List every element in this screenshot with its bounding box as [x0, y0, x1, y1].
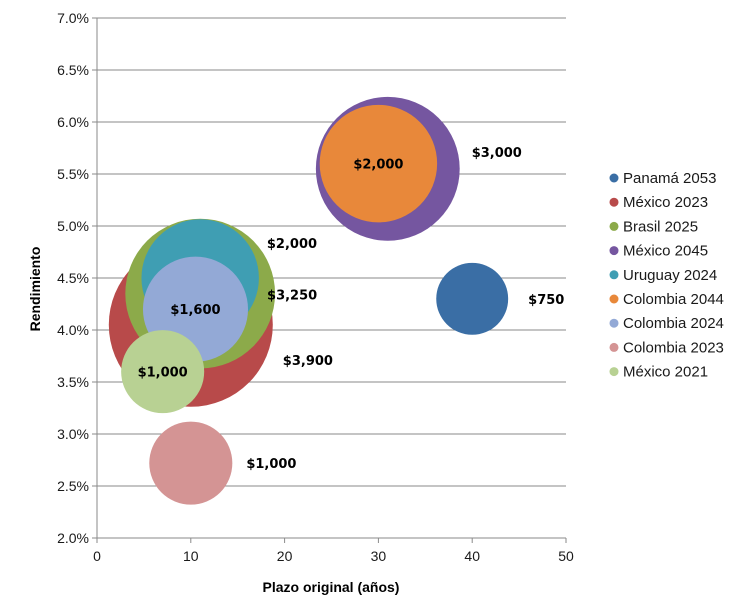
legend: Panamá 2053 México 2023 Brasil 2025 México … — [609, 170, 724, 381]
bubble-value-label: $1,000 — [246, 457, 296, 472]
y-tick-label: 6.5% — [57, 62, 89, 78]
x-tick-label: 40 — [464, 548, 480, 564]
legend-marker — [609, 342, 619, 352]
bubble-value-label: $2,000 — [267, 237, 317, 252]
bubble-value-label: $1,000 — [138, 366, 188, 381]
legend-marker — [609, 318, 619, 328]
y-tick-label: 6.0% — [57, 114, 89, 130]
x-tick-label: 50 — [558, 548, 574, 564]
x-tick-label: 0 — [93, 548, 101, 564]
legend-entry: México 2021 — [623, 364, 708, 381]
y-tick-label: 2.5% — [57, 478, 89, 494]
legend-marker — [609, 173, 619, 183]
legend-entry: Panamá 2053 — [623, 170, 716, 187]
bubble-colombia-2023 — [149, 421, 233, 505]
y-tick-label: 4.5% — [57, 270, 89, 286]
legend-marker — [609, 246, 619, 256]
y-tick-label: 2.0% — [57, 530, 89, 546]
bubble-value-label: $1,600 — [170, 303, 220, 318]
axes — [96, 18, 566, 539]
y-tick-label: 3.5% — [57, 374, 89, 390]
x-tick-label: 20 — [277, 548, 293, 564]
tick-labels: 2.0% 2.5% 3.0% 3.5% 4.0% 4.5% 5.0% 5.5% 6.0% 6.5%… — [57, 10, 574, 564]
y-tick-label: 4.0% — [57, 322, 89, 338]
y-tick-label: 7.0% — [57, 10, 89, 26]
legend-entry: México 2023 — [623, 194, 708, 211]
bubbles — [108, 96, 509, 505]
legend-entry: Colombia 2044 — [623, 291, 724, 308]
y-tick-label: 5.5% — [57, 166, 89, 182]
bubble-value-label: $2,000 — [353, 158, 403, 173]
x-tick-label: 10 — [183, 548, 199, 564]
legend-entry: Brasil 2025 — [623, 218, 698, 235]
legend-marker — [609, 367, 619, 377]
bubble-panam-2053 — [436, 262, 509, 335]
bubble-value-label: $3,900 — [283, 354, 333, 369]
y-tick-label: 5.0% — [57, 218, 89, 234]
legend-entry: México 2045 — [623, 243, 708, 260]
y-tick-label: 3.0% — [57, 426, 89, 442]
legend-marker — [609, 294, 619, 304]
bubble-value-label: $750 — [528, 293, 564, 308]
legend-entry: Uruguay 2024 — [623, 267, 717, 284]
legend-entry: Colombia 2024 — [623, 315, 724, 332]
legend-entry: Colombia 2023 — [623, 339, 724, 356]
legend-marker — [609, 270, 619, 280]
y-axis-title: Rendimiento — [27, 247, 43, 332]
legend-marker — [609, 197, 619, 207]
bubble-value-label: $3,000 — [472, 146, 522, 161]
legend-marker — [609, 221, 619, 231]
bubble-m-xico-2021 — [121, 330, 205, 414]
bubble-labels: $750 $3,900 $3,250 $3,000 $2,000 $2,000 $1,600… — [138, 146, 565, 472]
bubble-value-label: $3,250 — [267, 289, 317, 304]
x-axis-title: Plazo original (años) — [263, 579, 400, 595]
bubble-colombia-2044 — [319, 104, 438, 223]
x-tick-label: 30 — [371, 548, 387, 564]
